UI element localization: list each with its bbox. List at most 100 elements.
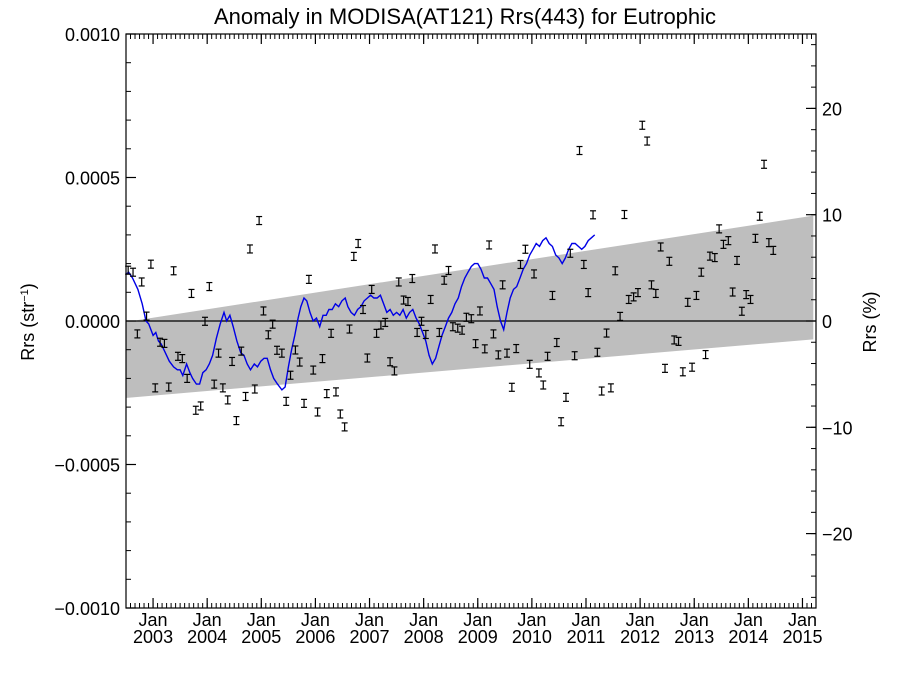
data-point-64 <box>414 327 421 338</box>
data-point-18 <box>206 281 213 292</box>
data-point-49 <box>346 324 353 334</box>
data-points-layer <box>125 120 777 432</box>
data-point-114 <box>639 120 646 130</box>
data-point-80 <box>486 240 493 250</box>
x-tick-month: Jan <box>788 610 817 630</box>
data-point-25 <box>238 346 245 356</box>
data-point-125 <box>689 362 696 372</box>
data-point-20 <box>215 348 222 358</box>
data-point-36 <box>287 370 294 380</box>
data-point-78 <box>476 306 483 316</box>
data-point-93 <box>544 351 551 361</box>
data-point-73 <box>454 323 461 333</box>
x-tick-month: Jan <box>734 610 763 630</box>
data-point-88 <box>522 244 529 254</box>
x-tick-year: 2014 <box>728 627 768 647</box>
data-point-112 <box>630 292 637 302</box>
x-tick-year: 2005 <box>241 627 281 647</box>
x-tick-month: Jan <box>680 610 709 630</box>
data-point-110 <box>621 209 628 220</box>
data-point-132 <box>720 239 727 249</box>
data-point-3 <box>138 277 145 287</box>
data-point-83 <box>499 280 506 290</box>
data-point-140 <box>756 211 763 221</box>
data-point-104 <box>594 347 601 357</box>
data-point-52 <box>360 304 367 315</box>
data-point-121 <box>671 335 678 345</box>
data-point-92 <box>540 380 547 390</box>
x-tick-month: Jan <box>193 610 222 630</box>
data-point-58 <box>387 357 394 367</box>
data-point-76 <box>468 314 475 324</box>
data-point-32 <box>269 319 276 329</box>
data-point-74 <box>459 325 466 335</box>
data-point-7 <box>157 337 164 347</box>
data-point-54 <box>368 284 375 295</box>
y-right-axis: 20 10 0 −10 −20 <box>806 44 853 598</box>
data-point-11 <box>174 351 181 361</box>
data-point-26 <box>242 391 249 402</box>
data-point-72 <box>449 322 456 332</box>
data-point-133 <box>725 236 732 246</box>
data-point-95 <box>553 337 560 348</box>
data-point-62 <box>404 296 411 307</box>
data-point-59 <box>391 366 398 376</box>
data-point-1 <box>130 267 137 277</box>
data-point-28 <box>251 384 258 394</box>
data-point-47 <box>337 409 344 419</box>
data-point-4 <box>143 311 150 321</box>
x-tick-year: 2011 <box>567 627 606 647</box>
running-mean-line <box>125 234 596 391</box>
y-right-axis-label: Rrs (%) <box>860 292 880 353</box>
y-left-tick-label: −0.0005 <box>54 456 120 476</box>
data-point-82 <box>495 350 502 360</box>
data-point-113 <box>634 287 641 298</box>
data-point-43 <box>319 353 326 364</box>
data-point-13 <box>184 373 191 383</box>
data-point-94 <box>549 290 556 301</box>
data-point-65 <box>418 316 425 326</box>
chart-title: Anomaly in MODISA(AT121) Rrs(443) for Eu… <box>214 4 716 29</box>
data-point-105 <box>598 386 605 396</box>
data-point-35 <box>283 396 290 406</box>
data-point-39 <box>301 398 308 408</box>
data-point-2 <box>134 329 141 339</box>
data-point-22 <box>224 395 231 405</box>
data-point-141 <box>761 159 768 169</box>
data-point-45 <box>328 328 335 338</box>
data-point-137 <box>743 289 750 300</box>
x-tick-month: Jan <box>139 610 168 630</box>
data-point-29 <box>256 215 263 226</box>
data-point-81 <box>490 329 497 339</box>
x-tick-year: 2009 <box>458 627 498 647</box>
data-point-89 <box>526 359 533 369</box>
y-right-tick-label: −10 <box>822 418 853 438</box>
data-point-33 <box>273 345 280 355</box>
data-point-14 <box>188 288 195 299</box>
data-point-108 <box>612 266 619 276</box>
data-point-37 <box>292 345 299 355</box>
data-point-57 <box>382 317 389 328</box>
x-tick-month: Jan <box>463 610 492 630</box>
x-tick-month: Jan <box>247 610 276 630</box>
x-tick-month: Jan <box>571 610 600 630</box>
x-tick-month: Jan <box>626 610 655 630</box>
data-point-139 <box>752 233 759 243</box>
data-point-48 <box>341 422 348 432</box>
data-point-56 <box>377 320 384 330</box>
data-point-122 <box>675 336 682 346</box>
uncertainty-band-layer <box>126 215 814 398</box>
data-point-117 <box>652 288 659 299</box>
y-left-axis-label: Rrs (str−1) <box>18 283 38 361</box>
data-point-123 <box>679 367 686 377</box>
data-point-127 <box>698 267 705 277</box>
x-tick-month: Jan <box>301 610 330 630</box>
data-point-86 <box>513 343 520 354</box>
data-point-119 <box>662 363 669 373</box>
data-point-134 <box>729 287 736 297</box>
data-point-60 <box>395 277 402 287</box>
data-point-102 <box>585 287 592 298</box>
x-tick-month: Jan <box>409 610 438 630</box>
data-point-12 <box>179 353 186 364</box>
data-point-61 <box>400 295 407 305</box>
